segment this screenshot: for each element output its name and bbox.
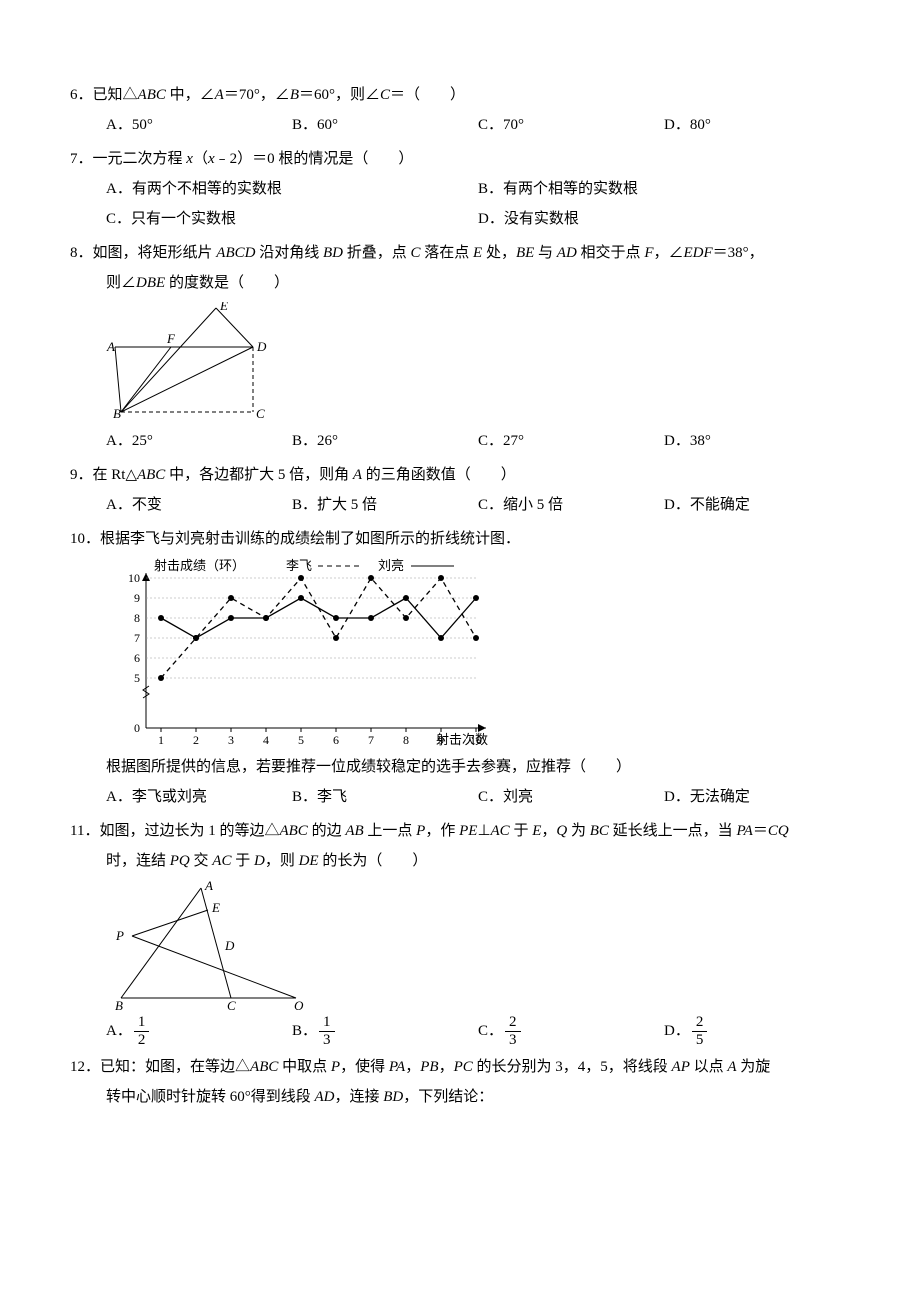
svg-text:F: F [166, 331, 176, 346]
svg-text:D: D [256, 339, 267, 354]
svg-text:7: 7 [368, 733, 374, 747]
q-num: 12． [70, 1059, 100, 1075]
q10-figure: 0567891012345678910射击成绩（环）射击次数李飞刘亮 [70, 558, 850, 748]
svg-text:A: A [204, 880, 213, 893]
question-11: 11．如图，过边长为 1 的等边△ABC 的边 AB 上一点 P，作 PE⊥AC… [70, 816, 850, 1048]
q-num: 10． [70, 531, 100, 547]
q7-options-row2: C．只有一个实数根 D．没有实数根 [70, 204, 850, 234]
q-num: 6． [70, 87, 93, 103]
q8-optB: B．26° [292, 426, 478, 456]
q9-optB: B．扩大 5 倍 [292, 490, 478, 520]
q11-optB: B．13 [292, 1014, 478, 1048]
svg-text:李飞: 李飞 [286, 558, 312, 573]
q-num: 7． [70, 151, 93, 167]
q10-options: A．李飞或刘亮 B．李飞 C．刘亮 D．无法确定 [70, 782, 850, 812]
q11-diagram: A B C Q P E D [106, 880, 306, 1010]
svg-text:3: 3 [228, 733, 234, 747]
q11-optA: A．12 [106, 1014, 292, 1048]
q6-options: A．50° B．60° C．70° D．80° [70, 110, 850, 140]
q12-stem-line2: 转中心顺时针旋转 60°得到线段 AD，连接 BD，下列结论： [70, 1082, 850, 1112]
q7-optC: C．只有一个实数根 [106, 204, 478, 234]
question-12: 12．已知：如图，在等边△ABC 中取点 P，使得 PA，PB，PC 的长分别为… [70, 1052, 850, 1112]
q8-diagram: A B C D E F [106, 302, 276, 422]
svg-text:8: 8 [134, 611, 140, 625]
svg-text:刘亮: 刘亮 [378, 558, 404, 573]
q6-optC: C．70° [478, 110, 664, 140]
svg-text:10: 10 [128, 571, 140, 585]
q8-optC: C．27° [478, 426, 664, 456]
q6-optB: B．60° [292, 110, 478, 140]
q10-stem: 10．根据李飞与刘亮射击训练的成绩绘制了如图所示的折线统计图． [70, 524, 850, 554]
svg-text:E: E [211, 900, 220, 915]
q10-optC: C．刘亮 [478, 782, 664, 812]
q11-options: A．12 B．13 C．23 D．25 [70, 1014, 850, 1048]
svg-text:Q: Q [294, 998, 304, 1010]
q11-figure: A B C Q P E D [70, 880, 850, 1010]
q11-optC: C．23 [478, 1014, 664, 1048]
q9-options: A．不变 B．扩大 5 倍 C．缩小 5 倍 D．不能确定 [70, 490, 850, 520]
q11-stem-line2: 时，连结 PQ 交 AC 于 D，则 DE 的长为（ ） [70, 846, 850, 876]
svg-text:B: B [115, 998, 123, 1010]
question-10: 10．根据李飞与刘亮射击训练的成绩绘制了如图所示的折线统计图． 0 5 6 7 8 9 10… [70, 524, 850, 812]
q6-optA: A．50° [106, 110, 292, 140]
q11-optD: D．25 [664, 1014, 850, 1048]
svg-text:射击次数: 射击次数 [436, 732, 488, 747]
svg-text:9: 9 [134, 591, 140, 605]
svg-text:8: 8 [403, 733, 409, 747]
q10-optA: A．李飞或刘亮 [106, 782, 292, 812]
q8-stem-line2: 则∠DBE 的度数是（ ） [70, 268, 850, 298]
q10-optB: B．李飞 [292, 782, 478, 812]
svg-text:4: 4 [263, 733, 269, 747]
svg-text:7: 7 [134, 631, 140, 645]
svg-text:射击成绩（环）: 射击成绩（环） [154, 558, 245, 573]
q7-options-row1: A．有两个不相等的实数根 B．有两个相等的实数根 [70, 174, 850, 204]
q8-stem: 8．如图，将矩形纸片 ABCD 沿对角线 BD 折叠，点 C 落在点 E 处，B… [70, 238, 850, 268]
svg-text:A: A [106, 339, 115, 354]
q10-chart: 0567891012345678910射击成绩（环）射击次数李飞刘亮 [106, 558, 506, 748]
q8-optD: D．38° [664, 426, 850, 456]
svg-text:6: 6 [333, 733, 339, 747]
q7-stem: 7．一元二次方程 x（x﹣2）＝0 根的情况是（ ） [70, 144, 850, 174]
q7-optA: A．有两个不相等的实数根 [106, 174, 478, 204]
svg-text:D: D [224, 938, 235, 953]
svg-text:2: 2 [193, 733, 199, 747]
q6-stem: 6．已知△ABC 中，∠A＝70°，∠B＝60°，则∠C＝（ ） [70, 80, 850, 110]
q8-figure: A B C D E F [70, 302, 850, 422]
q10-optD: D．无法确定 [664, 782, 850, 812]
svg-text:1: 1 [158, 733, 164, 747]
svg-text:P: P [115, 928, 124, 943]
q6-optD: D．80° [664, 110, 850, 140]
svg-text:5: 5 [134, 671, 140, 685]
q11-stem: 11．如图，过边长为 1 的等边△ABC 的边 AB 上一点 P，作 PE⊥AC… [70, 816, 850, 846]
q8-optA: A．25° [106, 426, 292, 456]
svg-text:B: B [113, 406, 121, 421]
svg-text:5: 5 [298, 733, 304, 747]
svg-text:C: C [227, 998, 236, 1010]
question-7: 7．一元二次方程 x（x﹣2）＝0 根的情况是（ ） A．有两个不相等的实数根 … [70, 144, 850, 234]
question-6: 6．已知△ABC 中，∠A＝70°，∠B＝60°，则∠C＝（ ） A．50° B… [70, 80, 850, 140]
q7-optB: B．有两个相等的实数根 [478, 174, 850, 204]
q9-optD: D．不能确定 [664, 490, 850, 520]
question-9: 9．在 Rt△ABC 中，各边都扩大 5 倍，则角 A 的三角函数值（ ） A．… [70, 460, 850, 520]
q12-stem: 12．已知：如图，在等边△ABC 中取点 P，使得 PA，PB，PC 的长分别为… [70, 1052, 850, 1082]
svg-text:6: 6 [134, 651, 140, 665]
q-num: 9． [70, 467, 93, 483]
q-num: 11． [70, 823, 99, 839]
q9-optC: C．缩小 5 倍 [478, 490, 664, 520]
q-num: 8． [70, 245, 93, 261]
svg-text:0: 0 [134, 721, 140, 735]
q9-stem: 9．在 Rt△ABC 中，各边都扩大 5 倍，则角 A 的三角函数值（ ） [70, 460, 850, 490]
q10-stem-line2: 根据图所提供的信息，若要推荐一位成绩较稳定的选手去参赛，应推荐（ ） [70, 752, 850, 782]
q9-optA: A．不变 [106, 490, 292, 520]
q7-optD: D．没有实数根 [478, 204, 850, 234]
question-8: 8．如图，将矩形纸片 ABCD 沿对角线 BD 折叠，点 C 落在点 E 处，B… [70, 238, 850, 456]
svg-text:E: E [219, 302, 228, 313]
svg-text:C: C [256, 406, 265, 421]
q8-options: A．25° B．26° C．27° D．38° [70, 426, 850, 456]
